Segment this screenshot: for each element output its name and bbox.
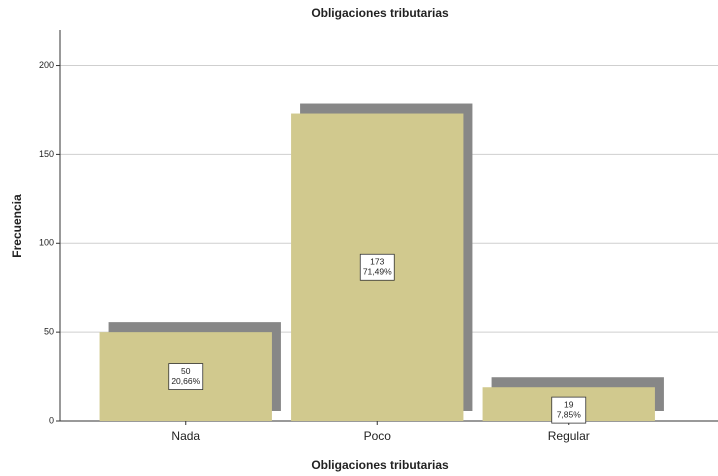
data-label-box xyxy=(359,253,395,281)
data-label: 19 xyxy=(564,399,574,409)
chart-title: Obligaciones tributarias xyxy=(311,6,449,20)
data-label: 20,66% xyxy=(171,376,200,386)
data-label: 50 xyxy=(181,366,191,376)
y-tick-label: 200 xyxy=(39,60,54,70)
data-label-box xyxy=(551,396,587,424)
y-tick-label: 0 xyxy=(49,415,54,425)
y-axis-label: Frecuencia xyxy=(10,194,24,258)
x-tick-label: Regular xyxy=(548,429,590,443)
x-tick-label: Nada xyxy=(171,429,200,443)
x-axis-label: Obligaciones tributarias xyxy=(311,458,449,472)
y-tick-label: 50 xyxy=(44,327,54,337)
y-tick-label: 150 xyxy=(39,149,54,159)
y-tick-label: 100 xyxy=(39,238,54,248)
x-tick-label: Poco xyxy=(364,429,392,443)
data-label-box xyxy=(168,363,204,390)
data-label: 7,85% xyxy=(557,409,582,419)
data-label: 173 xyxy=(370,257,384,267)
data-label: 71,49% xyxy=(363,267,392,277)
